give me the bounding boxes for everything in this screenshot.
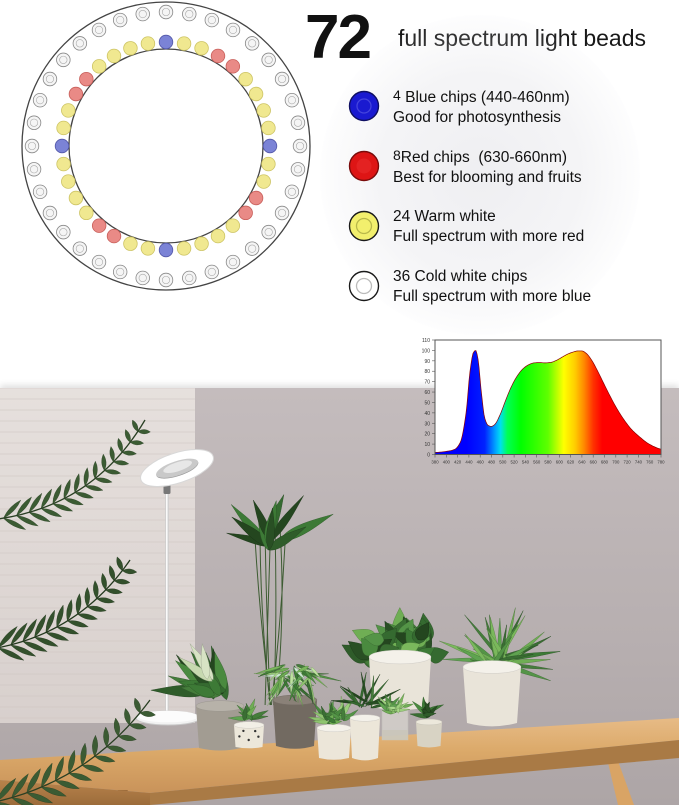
svg-text:780: 780 [657, 460, 665, 465]
svg-text:620: 620 [567, 460, 575, 465]
svg-text:90: 90 [424, 359, 430, 365]
svg-text:480: 480 [488, 460, 496, 465]
svg-text:540: 540 [522, 460, 530, 465]
svg-text:70: 70 [424, 380, 430, 386]
svg-text:580: 580 [544, 460, 552, 465]
svg-text:80: 80 [424, 369, 430, 375]
svg-text:100: 100 [422, 348, 431, 354]
svg-text:30: 30 [424, 421, 430, 427]
svg-text:380: 380 [431, 460, 439, 465]
svg-text:640: 640 [578, 460, 586, 465]
svg-text:740: 740 [635, 460, 643, 465]
svg-text:400: 400 [443, 460, 451, 465]
svg-text:60: 60 [424, 390, 430, 396]
svg-text:50: 50 [424, 400, 430, 406]
svg-text:40: 40 [424, 411, 430, 417]
svg-text:500: 500 [499, 460, 507, 465]
svg-text:720: 720 [624, 460, 632, 465]
svg-text:700: 700 [612, 460, 620, 465]
svg-text:560: 560 [533, 460, 541, 465]
svg-text:420: 420 [454, 460, 462, 465]
svg-text:520: 520 [511, 460, 519, 465]
svg-text:10: 10 [424, 442, 430, 448]
svg-text:680: 680 [601, 460, 609, 465]
svg-text:460: 460 [477, 460, 485, 465]
svg-text:760: 760 [646, 460, 654, 465]
svg-text:0: 0 [427, 453, 430, 459]
svg-text:440: 440 [465, 460, 473, 465]
svg-text:600: 600 [556, 460, 564, 465]
svg-text:20: 20 [424, 432, 430, 438]
svg-text:660: 660 [590, 460, 598, 465]
svg-text:110: 110 [422, 338, 430, 344]
